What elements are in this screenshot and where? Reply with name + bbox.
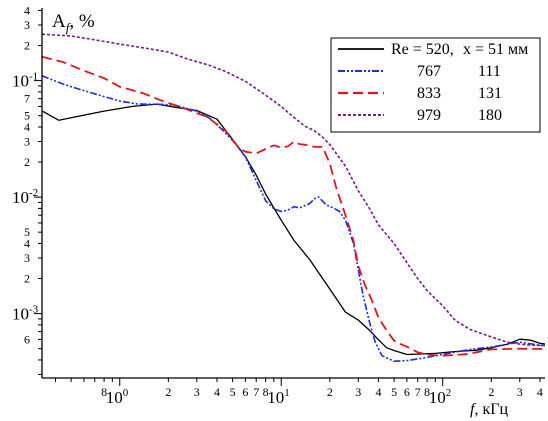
x-decade-label: 102: [429, 387, 452, 407]
legend-re-value: 979: [417, 107, 441, 124]
legend-x-value: 111: [478, 63, 501, 80]
legend-header-x: x = 51 мм: [463, 41, 528, 58]
y-axis-title: Af, %: [52, 11, 95, 35]
y-tick-label: 7: [24, 92, 30, 106]
legend-x-value: 131: [478, 85, 502, 102]
x-tick-label: 3: [355, 385, 361, 399]
legend-re-value: 833: [417, 85, 441, 102]
y-tick-label: 4: [24, 120, 30, 134]
y-tick-label: 5: [24, 109, 30, 123]
x-tick-label: 5: [391, 385, 397, 399]
x-tick-label: 2: [165, 385, 171, 399]
legend-box: [330, 37, 541, 133]
axes-frame: [41, 8, 545, 379]
y-tick-label: 3: [24, 18, 30, 32]
x-tick-label: 4: [214, 385, 220, 399]
x-tick-label: 7: [415, 385, 421, 399]
series-layer: [41, 33, 546, 362]
x-tick-label: 8: [101, 385, 107, 399]
legend-re-value: 767: [417, 63, 441, 80]
series-line-re-767: [41, 75, 546, 362]
legend: Re = 520, x = 51 мм 767 111 833 131 979 180: [330, 37, 541, 133]
series-line-re-833: [41, 55, 546, 357]
series-line-re-520: [41, 103, 546, 356]
x-tick-label: 3: [194, 385, 200, 399]
tick-layer: [34, 9, 541, 386]
x-decade-label: 101: [267, 387, 290, 407]
x-tick-label: 4: [537, 385, 543, 399]
y-tick-label: 2: [24, 155, 30, 169]
x-tick-label: 2: [488, 385, 494, 399]
y-tick-label: 5: [24, 225, 30, 239]
y-tick-label: 4: [24, 3, 30, 17]
x-tick-label: 8: [263, 385, 269, 399]
y-tick-label: 4: [24, 236, 30, 250]
x-tick-label: 4: [375, 385, 381, 399]
series-line-re-979: [41, 33, 546, 347]
y-tick-label: 3: [24, 135, 30, 149]
y-decade-label: 10-1: [12, 71, 38, 91]
x-tick-label: 3: [517, 385, 523, 399]
x-axis-title: f, кГц: [470, 401, 508, 418]
legend-x-value: 180: [478, 107, 502, 124]
x-decade-label: 100: [106, 387, 129, 407]
y-tick-label: 2: [24, 39, 30, 53]
y-tick-label: 3: [24, 251, 30, 265]
y-tick-label: 6: [24, 332, 30, 346]
y-decade-label: 10-3: [12, 304, 39, 324]
x-tick-label: 6: [404, 385, 410, 399]
x-tick-label: 5: [230, 385, 236, 399]
x-tick-label: 8: [424, 385, 430, 399]
x-tick-label: 2: [327, 385, 333, 399]
legend-header-re: Re = 520,: [391, 41, 454, 58]
x-tick-label: 6: [242, 385, 248, 399]
x-tick-label: 7: [253, 385, 259, 399]
y-decade-label: 10-2: [12, 187, 38, 207]
y-tick-label: 2: [24, 272, 30, 286]
